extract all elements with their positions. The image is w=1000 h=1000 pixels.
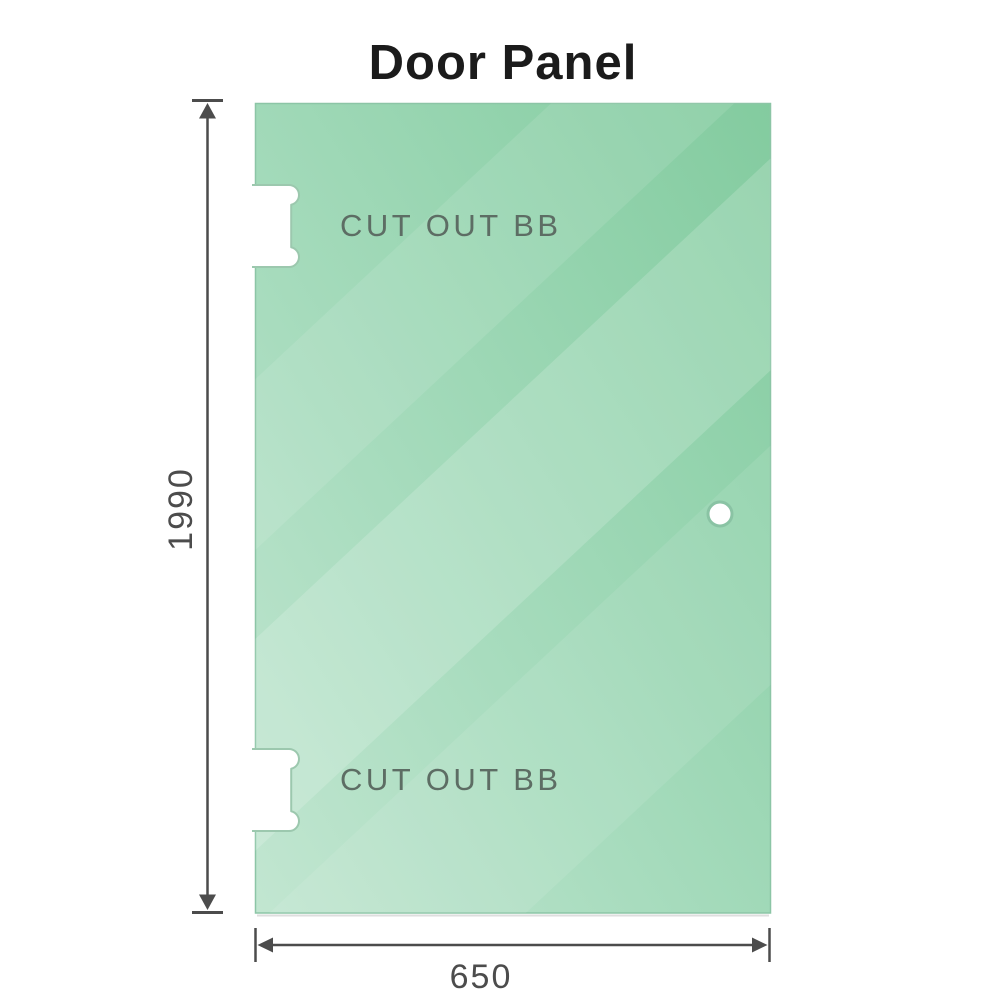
height-label: 1990 bbox=[162, 467, 200, 551]
hinge-cutout-bottom bbox=[252, 748, 300, 832]
width-arrow-right-icon bbox=[752, 937, 768, 953]
height-dimension: 1990 bbox=[162, 99, 223, 914]
page-title: Door Panel bbox=[369, 36, 638, 90]
handle-hole bbox=[706, 500, 734, 528]
height-arrow-down-icon bbox=[199, 894, 216, 910]
glass-pane bbox=[254, 102, 772, 914]
cutout-label-top: CUT OUT BB bbox=[340, 208, 562, 243]
height-arrow-up-icon bbox=[199, 103, 216, 119]
hinge-cutout-top bbox=[252, 184, 300, 268]
width-label: 650 bbox=[450, 958, 513, 996]
width-dimension: 650 bbox=[254, 928, 771, 996]
width-arrow-left-icon bbox=[257, 937, 273, 953]
cutout-label-bottom: CUT OUT BB bbox=[340, 762, 562, 797]
